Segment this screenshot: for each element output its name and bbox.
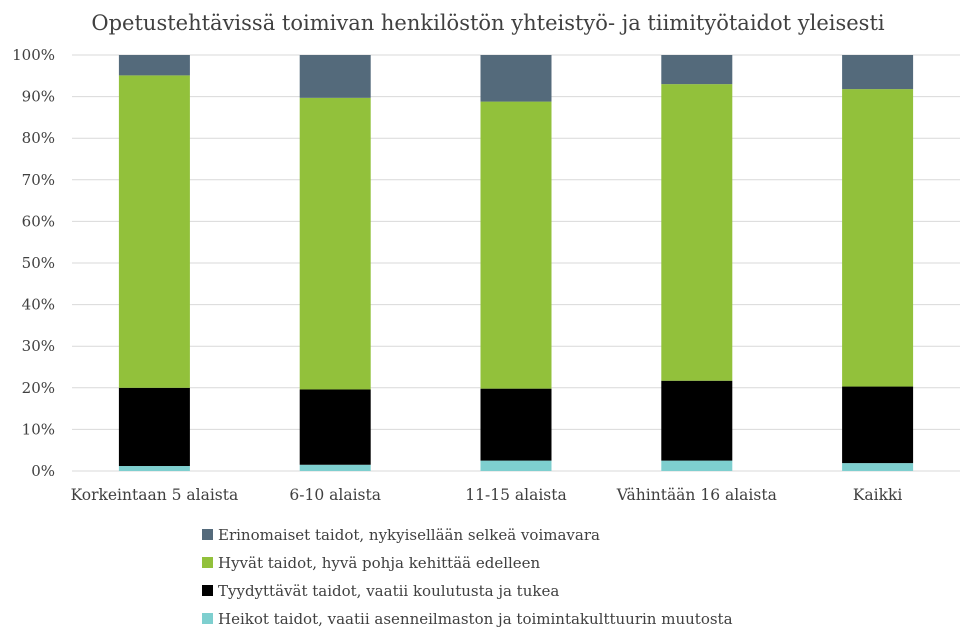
y-tick-label: 50% xyxy=(22,254,55,272)
bars xyxy=(118,55,914,471)
x-category-label: Vähintään 16 alaista xyxy=(616,486,777,504)
y-tick-label: 40% xyxy=(22,296,55,314)
legend-swatch xyxy=(202,613,213,624)
y-tick-label: 30% xyxy=(22,337,55,355)
bar-segment xyxy=(842,463,914,471)
bar-segment xyxy=(842,55,914,90)
x-category-label: 11-15 alaista xyxy=(465,486,566,504)
legend-label: Tyydyttävät taidot, vaatii koulutusta ja… xyxy=(218,582,559,600)
bar-segment xyxy=(118,466,190,471)
bar-segment xyxy=(661,380,733,461)
bar-segment xyxy=(299,389,371,465)
legend-swatch xyxy=(202,585,213,596)
bar-segment xyxy=(661,84,733,381)
legend-label: Erinomaiset taidot, nykyisellään selkeä … xyxy=(218,526,600,544)
x-category-label: Kaikki xyxy=(853,486,903,504)
bar-segment xyxy=(118,75,190,388)
bar-segment xyxy=(480,55,552,102)
chart-title: Opetustehtävissä toimivan henkilöstön yh… xyxy=(91,11,884,35)
bar-segment xyxy=(480,101,552,389)
bar-segment xyxy=(299,464,371,471)
bar-segment xyxy=(480,460,552,471)
x-axis-category-labels: Korkeintaan 5 alaista 6-10 alaista 11-15 a… xyxy=(71,486,903,504)
bar-segment xyxy=(842,89,914,387)
y-tick-label: 80% xyxy=(22,129,55,147)
x-category-label: Korkeintaan 5 alaista xyxy=(71,486,239,504)
bar-segment xyxy=(661,460,733,471)
legend-swatch xyxy=(202,529,213,540)
legend-swatch xyxy=(202,557,213,568)
y-tick-label: 10% xyxy=(22,420,55,438)
x-category-label: 6-10 alaista xyxy=(289,486,381,504)
bar-segment xyxy=(480,388,552,461)
y-tick-label: 60% xyxy=(22,212,55,230)
legend-label: Heikot taidot, vaatii asenneilmaston ja … xyxy=(218,610,733,628)
y-tick-label: 0% xyxy=(31,462,55,480)
y-tick-label: 90% xyxy=(22,88,55,106)
bar-segment xyxy=(299,97,371,390)
legend: Erinomaiset taidot, nykyisellään selkeä … xyxy=(202,526,733,628)
y-axis-tick-labels: 0% 10% 20% 30% 40% 50% 60% 70% 80% 90% 100% xyxy=(12,46,55,480)
bar-segment xyxy=(299,55,371,98)
y-tick-label: 20% xyxy=(22,379,55,397)
bar-segment xyxy=(118,55,190,76)
bar-segment xyxy=(118,387,190,467)
legend-label: Hyvät taidot, hyvä pohja kehittää edelle… xyxy=(218,554,541,572)
bar-segment xyxy=(842,386,914,464)
y-tick-label: 70% xyxy=(22,171,55,189)
y-tick-label: 100% xyxy=(12,46,55,64)
bar-segment xyxy=(661,55,733,85)
